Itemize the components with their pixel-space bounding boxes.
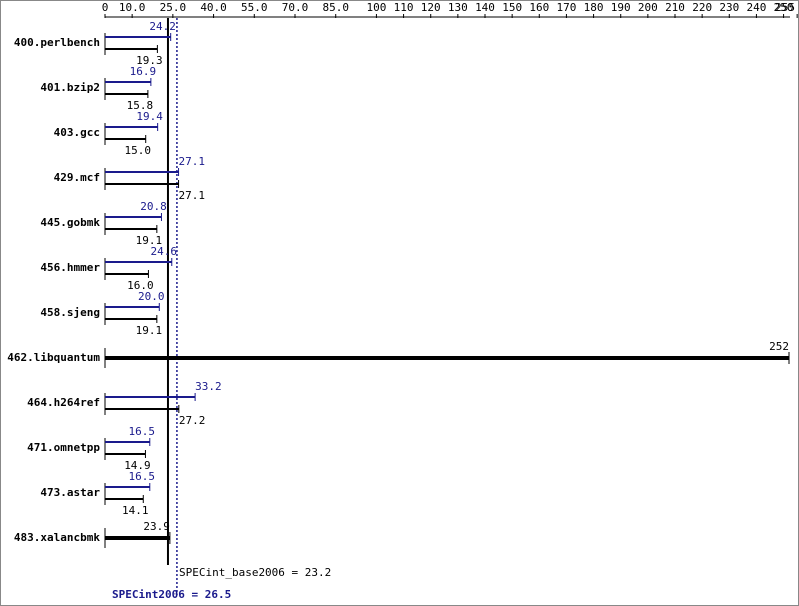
category-label: 401.bzip2 <box>40 81 100 94</box>
value-label: 14.1 <box>122 504 149 517</box>
value-label: 16.0 <box>127 279 154 292</box>
category-label: 471.omnetpp <box>27 441 100 454</box>
value-label: 24.6 <box>151 245 178 258</box>
value-label: 20.8 <box>140 200 167 213</box>
value-label: 19.3 <box>136 54 163 67</box>
x-tick-label: 255 <box>775 1 795 14</box>
category-label: 464.h264ref <box>27 396 100 409</box>
value-label: 20.0 <box>138 290 165 303</box>
x-tick-label: 220 <box>692 1 712 14</box>
x-tick-label: 10.0 <box>119 1 146 14</box>
x-tick-label: 130 <box>448 1 468 14</box>
value-label: 16.5 <box>129 425 156 438</box>
value-label: 252 <box>769 340 789 353</box>
category-label: 458.sjeng <box>40 306 100 319</box>
value-label: 23.9 <box>143 520 170 533</box>
reference-label: SPECint2006 = 26.5 <box>112 588 231 601</box>
x-tick-label: 170 <box>556 1 576 14</box>
x-tick-label: 180 <box>584 1 604 14</box>
category-label: 473.astar <box>40 486 100 499</box>
value-label: 16.5 <box>129 470 156 483</box>
x-tick-label: 0 <box>102 1 109 14</box>
value-label: 24.2 <box>149 20 176 33</box>
x-tick-label: 100 <box>366 1 386 14</box>
x-tick-label: 55.0 <box>241 1 268 14</box>
value-label: 27.1 <box>179 189 206 202</box>
x-tick-label: 150 <box>502 1 522 14</box>
category-label: 456.hmmer <box>40 261 100 274</box>
x-tick-label: 200 <box>638 1 658 14</box>
value-label: 19.1 <box>136 234 163 247</box>
x-tick-label: 25.0 <box>160 1 187 14</box>
x-tick-label: 230 <box>719 1 739 14</box>
category-label: 403.gcc <box>54 126 100 139</box>
x-tick-label: 110 <box>394 1 414 14</box>
value-label: 15.0 <box>124 144 151 157</box>
value-label: 27.1 <box>179 155 206 168</box>
x-tick-label: 140 <box>475 1 495 14</box>
value-label: 19.1 <box>136 324 163 337</box>
reference-label: SPECint_base2006 = 23.2 <box>179 566 331 579</box>
value-label: 27.2 <box>179 414 206 427</box>
x-tick-label: 240 <box>746 1 766 14</box>
value-label: 14.9 <box>124 459 151 472</box>
category-label: 483.xalancbmk <box>14 531 100 544</box>
category-label: 462.libquantum <box>7 351 100 364</box>
category-label: 445.gobmk <box>40 216 100 229</box>
category-label: 429.mcf <box>54 171 100 184</box>
value-label: 33.2 <box>195 380 222 393</box>
x-tick-label: 70.0 <box>282 1 309 14</box>
x-tick-label: 160 <box>529 1 549 14</box>
x-tick-label: 120 <box>421 1 441 14</box>
category-label: 400.perlbench <box>14 36 100 49</box>
value-label: 19.4 <box>136 110 163 123</box>
x-tick-label: 250 <box>774 1 794 14</box>
x-tick-label: 40.0 <box>200 1 227 14</box>
value-label: 16.9 <box>130 65 157 78</box>
x-tick-label: 190 <box>611 1 631 14</box>
x-tick-label: 85.0 <box>322 1 349 14</box>
value-label: 15.8 <box>127 99 154 112</box>
x-tick-label: 210 <box>665 1 685 14</box>
